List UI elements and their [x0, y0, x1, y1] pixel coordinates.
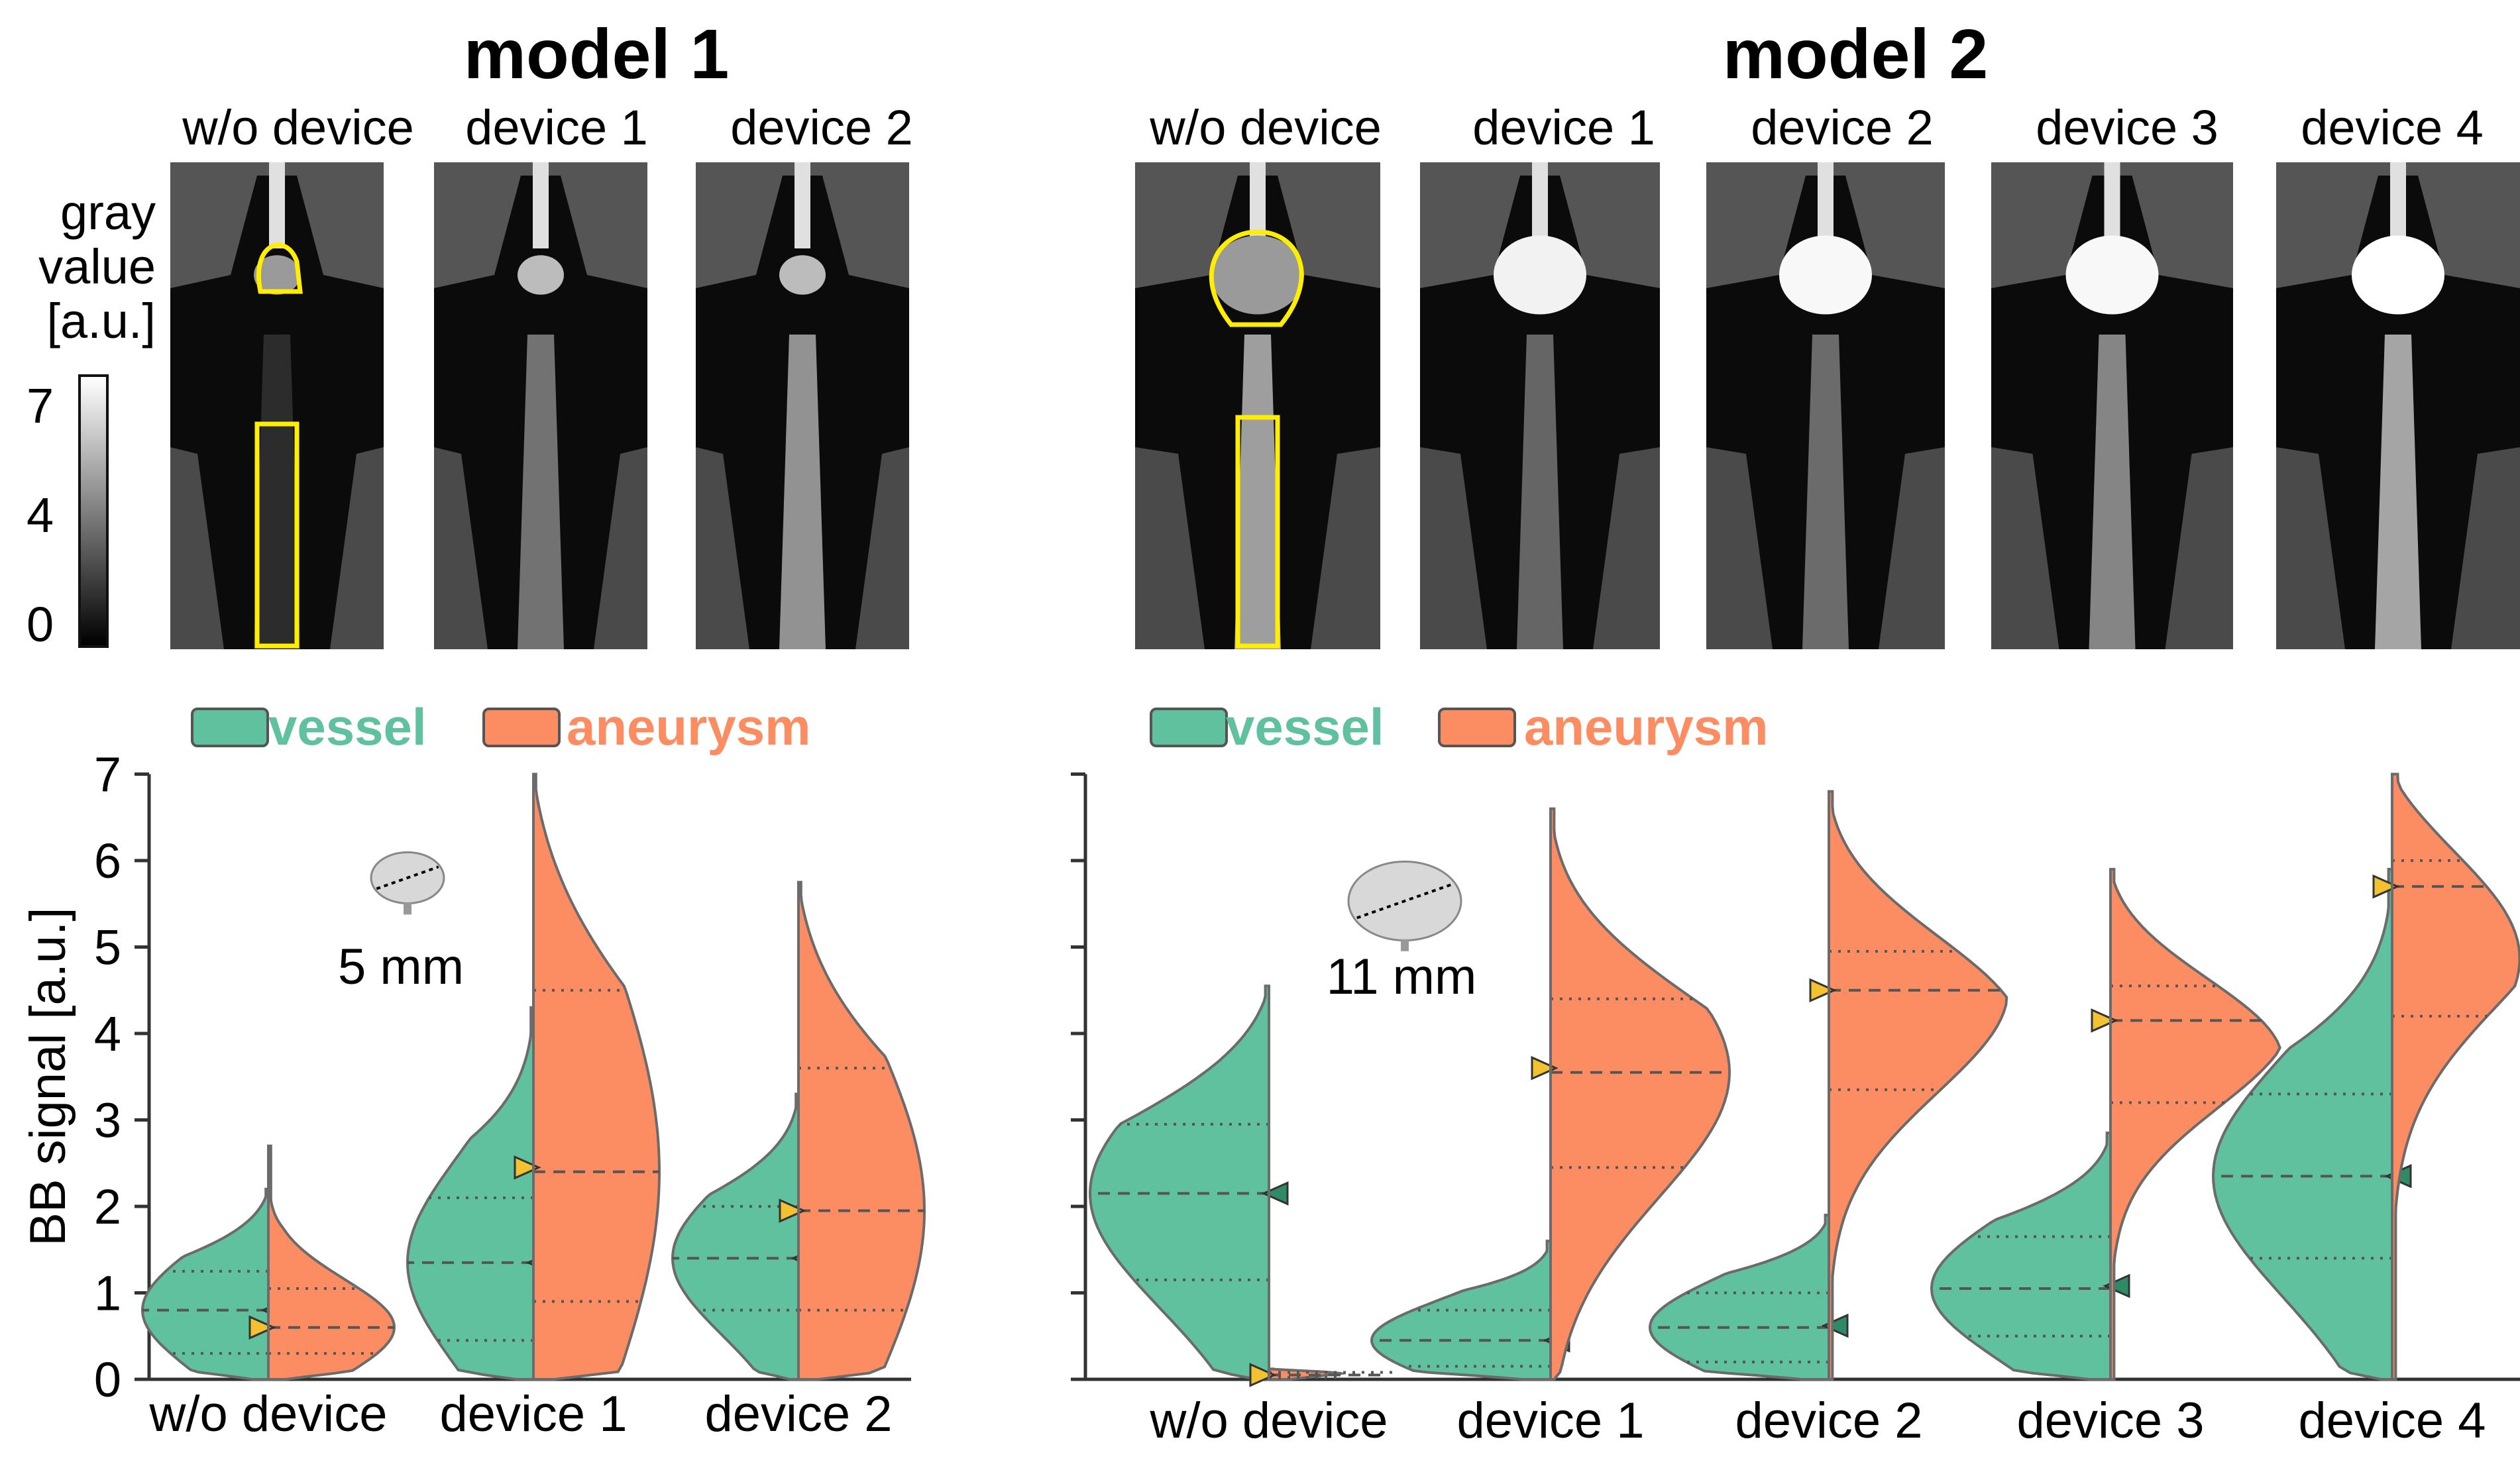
model2-aneurysm-dome-icon [1347, 861, 1462, 951]
chart2-category-label-4: device 3 [2016, 1393, 2204, 1449]
roi-aneurysm [256, 242, 303, 294]
model1-panel-label-device-1: device 1 [465, 100, 648, 155]
colorbar-tick-0: 0 [27, 597, 54, 652]
chart1-category-label-3: device 2 [704, 1386, 892, 1442]
chart1-ytick-label-2: 2 [94, 1179, 121, 1234]
mri-image-graphic [1706, 162, 1945, 649]
chart2-vessel-mean-marker-4 [2103, 1273, 2130, 1298]
model2-legend-aneurysm-label: aneurysm [1524, 698, 1769, 756]
model1-panel-label-wo-device: w/o device [182, 100, 414, 155]
model1-aneurysm-dome-icon [370, 851, 445, 915]
mri-image-1 [170, 162, 384, 649]
model2-panel-label-device-4: device 4 [2301, 100, 2484, 155]
chart1-violin-vessel-2 [406, 1006, 535, 1381]
mri-image-graphic [1135, 162, 1380, 649]
chart1-ytick-label-3: 3 [94, 1093, 121, 1148]
model1-size-label: 5 mm [338, 939, 464, 995]
colorbar-tick-4: 4 [27, 488, 54, 543]
chart1-ytick-label-0: 0 [94, 1352, 121, 1407]
model2-legend-vessel-label: vessel [1226, 698, 1384, 756]
chart2-category-label-3: device 2 [1735, 1393, 1922, 1449]
chart1-y-axis-label: BB signal [a.u.] [20, 908, 76, 1246]
chart1-ytick-label-4: 4 [94, 1006, 121, 1061]
mri-image-graphic [434, 162, 647, 649]
chart2-aneurysm-mean-marker-4 [2091, 1008, 2118, 1033]
chart1-ytick-label-1: 1 [94, 1266, 121, 1321]
chart2-violin-vessel-3 [1648, 1213, 1830, 1381]
chart1-violin-aneurysm-1 [267, 1144, 396, 1381]
mri-image-5 [1420, 162, 1660, 649]
colorbar [78, 374, 109, 648]
mri-image-4 [1135, 162, 1380, 649]
model1-legend-aneurysm-label: aneurysm [567, 698, 811, 756]
chart2-aneurysm-mean-marker-5 [2372, 874, 2400, 899]
model2-legend-aneurysm-swatch [1438, 708, 1516, 747]
mri-image-2 [434, 162, 647, 649]
chart2-violin-vessel-1 [1088, 984, 1270, 1381]
chart2-aneurysm-mean-marker-3 [1809, 978, 1837, 1003]
colorbar-label: gray value [a.u.] [13, 185, 156, 348]
colorbar-label-line-3: [a.u.] [46, 293, 156, 348]
mri-image-8 [2276, 162, 2520, 649]
model1-title: model 1 [463, 15, 730, 93]
model2-size-label: 11 mm [1327, 949, 1477, 1005]
model1-legend-aneurysm-swatch [482, 708, 561, 747]
chart2-violin-aneurysm-5 [2391, 772, 2520, 1381]
model1-legend-vessel-label: vessel [268, 698, 427, 756]
mri-image-graphic [1991, 162, 2233, 649]
chart2-category-label-5: device 4 [2298, 1393, 2486, 1449]
chart1-violin-aneurysm-3 [797, 880, 926, 1381]
chart2-category-label-1: w/o device [1149, 1393, 1388, 1449]
mri-image-graphic [2276, 162, 2520, 649]
roi-vessel [1235, 415, 1280, 649]
chart2-vessel-mean-marker-3 [1821, 1313, 1849, 1338]
chart2-violin-aneurysm-4 [2109, 867, 2281, 1381]
roi-aneurysm [1209, 229, 1304, 327]
mri-image-3 [696, 162, 909, 649]
chart2-violin-aneurysm-2 [1549, 807, 1731, 1381]
model2-legend-vessel-swatch [1150, 708, 1228, 747]
model2-panel-label-device-2: device 2 [1751, 100, 1934, 155]
chart2-aneurysm-mean-marker-1 [1249, 1363, 1277, 1387]
chart2-violin-vessel-5 [2211, 867, 2393, 1381]
chart2-violin-vessel-4 [1930, 1132, 2112, 1381]
model2-title: model 2 [1722, 15, 1989, 93]
mri-image-graphic [170, 162, 384, 649]
chart1-ytick-label-7: 7 [94, 747, 121, 802]
chart1-aneurysm-mean-marker-2 [514, 1155, 541, 1180]
chart1-category-label-1: w/o device [148, 1386, 387, 1442]
chart1-category-label-2: device 1 [439, 1386, 627, 1442]
chart2-vessel-mean-marker-1 [1261, 1181, 1289, 1206]
colorbar-label-line-2: value [38, 239, 156, 294]
chart2-violin-aneurysm-3 [1828, 790, 2008, 1381]
model2-panel-label-wo-device: w/o device [1150, 100, 1382, 155]
model1-legend-vessel-swatch [191, 708, 269, 747]
chart2-aneurysm-mean-marker-2 [1531, 1055, 1559, 1081]
mri-image-6 [1706, 162, 1945, 649]
model1-panel-label-device-2: device 2 [730, 100, 913, 155]
chart1-aneurysm-mean-marker-3 [779, 1198, 806, 1223]
mri-image-graphic [1420, 162, 1660, 649]
model2-panel-label-device-1: device 1 [1472, 100, 1655, 155]
mri-image-graphic [696, 162, 909, 649]
model2-panel-label-device-3: device 3 [2036, 100, 2219, 155]
colorbar-label-line-1: gray [60, 185, 156, 240]
chart1-violin-aneurysm-2 [532, 772, 661, 1381]
chart2-violin-vessel-2 [1370, 1240, 1552, 1381]
chart2-category-label-2: device 1 [1456, 1393, 1644, 1449]
chart1-violin-vessel-1 [140, 1187, 270, 1381]
colorbar-tick-7: 7 [27, 378, 54, 433]
mri-image-7 [1991, 162, 2233, 649]
chart1-ytick-label-5: 5 [94, 920, 121, 975]
chart1-violin-vessel-3 [671, 1092, 800, 1381]
chart1-ytick-label-6: 6 [94, 833, 121, 888]
chart1-aneurysm-mean-marker-1 [248, 1315, 276, 1340]
roi-vessel [254, 421, 300, 649]
